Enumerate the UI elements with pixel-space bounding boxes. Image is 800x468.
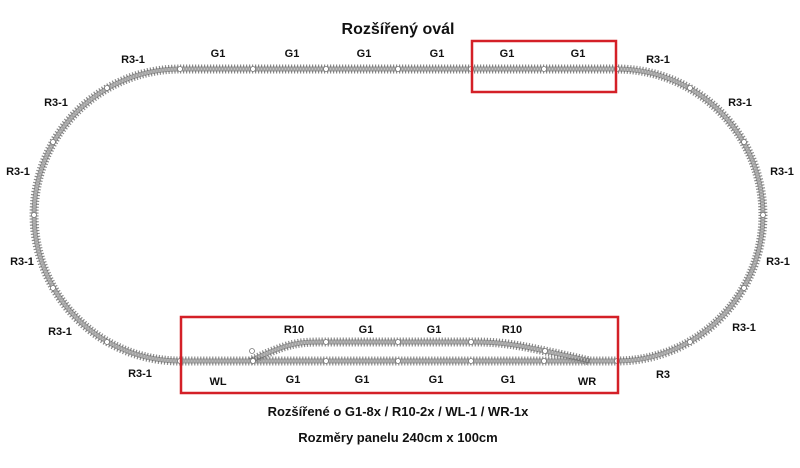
track-piece-label: R3-1 xyxy=(770,166,794,178)
track-piece-label: G1 xyxy=(359,324,374,336)
track-piece-label: G1 xyxy=(501,374,516,386)
caption-extension: Rozšířené o G1-8x / R10-2x / WL-1 / WR-1… xyxy=(268,404,530,419)
track-piece-label: G1 xyxy=(500,48,515,60)
track-joint xyxy=(741,285,747,291)
track-piece-label: R3-1 xyxy=(732,322,756,334)
track-joint xyxy=(323,358,329,364)
highlight-box-top xyxy=(470,39,618,94)
track-joint xyxy=(104,85,110,91)
track-bed xyxy=(32,67,765,363)
track-piece-label: G1 xyxy=(357,48,372,60)
track-joint xyxy=(468,339,474,345)
track-joint xyxy=(50,139,56,145)
track-joint xyxy=(395,66,401,72)
track-piece-label: R3-1 xyxy=(48,326,72,338)
track-joint xyxy=(50,285,56,291)
track-piece-label: G1 xyxy=(429,374,444,386)
track-joint xyxy=(323,339,329,345)
tracks xyxy=(29,64,768,366)
track-joint xyxy=(31,212,37,218)
track-piece-label: R3-1 xyxy=(128,368,152,380)
highlight-box-bottom xyxy=(179,315,620,395)
track-joint xyxy=(104,339,110,345)
track-piece-label: G1 xyxy=(286,374,301,386)
track-piece-label: G1 xyxy=(430,48,445,60)
track-joint xyxy=(249,348,255,354)
track-piece-label: R3-1 xyxy=(728,97,752,109)
track-piece-label: G1 xyxy=(211,48,226,60)
track-joint xyxy=(760,212,766,218)
track-piece-label: G1 xyxy=(571,48,586,60)
track-piece-label: R3-1 xyxy=(10,256,34,268)
diagram-title: Rozšířený ovál xyxy=(342,21,455,38)
track-piece-label: R3 xyxy=(656,369,670,381)
track-piece-label: WL xyxy=(209,376,226,388)
track-piece-label: R3-1 xyxy=(121,54,145,66)
track-joint xyxy=(395,358,401,364)
track-piece-label: R10 xyxy=(284,324,304,336)
track-joint xyxy=(250,358,256,364)
caption-dimensions: Rozměry panelu 240cm x 100cm xyxy=(298,430,497,445)
track-piece-label: G1 xyxy=(355,374,370,386)
track-joint xyxy=(541,358,547,364)
track-joint xyxy=(541,66,547,72)
track-piece-label: G1 xyxy=(427,324,442,336)
track-piece-label: R10 xyxy=(502,324,522,336)
track-joint xyxy=(395,339,401,345)
track-piece-label: R3-1 xyxy=(646,54,670,66)
track-joint xyxy=(687,339,693,345)
track-piece-label: R3-1 xyxy=(766,256,790,268)
track-piece-label: WR xyxy=(578,376,596,388)
track-joint xyxy=(542,348,548,354)
track-piece-label: G1 xyxy=(285,48,300,60)
track-labels: R3-1 G1 G1 G1 G1 G1 G1 R3-1 R3-1 R3-1 R3-1 R3-1 R3-1… xyxy=(6,48,794,388)
track-joint xyxy=(468,358,474,364)
track-joint xyxy=(250,66,256,72)
track-joint xyxy=(177,66,183,72)
track-piece-label: R3-1 xyxy=(44,97,68,109)
track-joint xyxy=(687,85,693,91)
track-joint xyxy=(741,139,747,145)
track-bed xyxy=(249,340,591,363)
track-joint xyxy=(323,66,329,72)
track-piece-label: R3-1 xyxy=(6,166,30,178)
